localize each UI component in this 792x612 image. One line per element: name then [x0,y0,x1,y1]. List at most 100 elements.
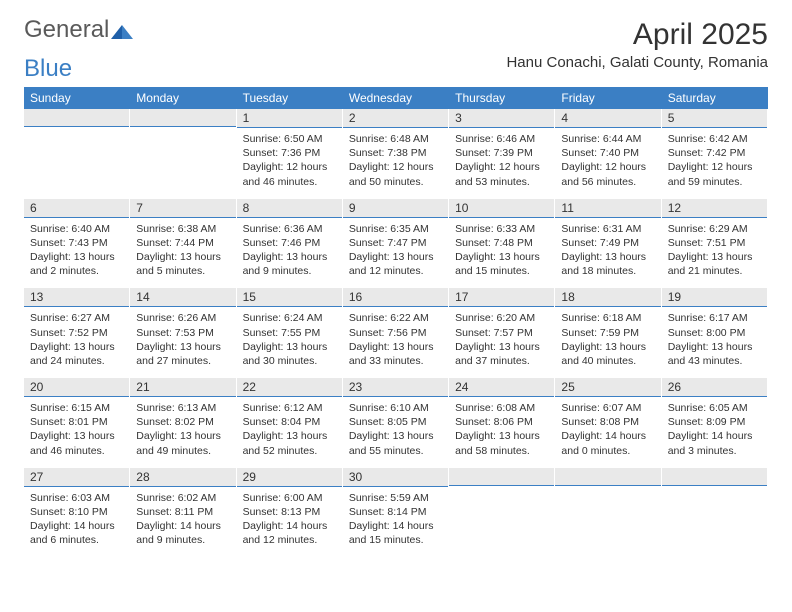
day-number: 16 [343,288,448,307]
day-sunrise: Sunrise: 6:13 AM [136,401,229,415]
day-sunrise: Sunrise: 6:46 AM [455,132,548,146]
day-cell: 13Sunrise: 6:27 AMSunset: 7:52 PMDayligh… [24,288,130,378]
day-body: Sunrise: 6:03 AMSunset: 8:10 PMDaylight:… [24,487,129,558]
day-sunset: Sunset: 7:42 PM [668,146,761,160]
day-daylight2: and 3 minutes. [668,444,761,458]
day-sunset: Sunset: 7:43 PM [30,236,123,250]
day-sunset: Sunset: 7:59 PM [561,326,654,340]
empty-day-bar [449,468,554,486]
day-sunset: Sunset: 7:47 PM [349,236,442,250]
day-header-friday: Friday [555,87,661,109]
day-number: 28 [130,468,235,487]
day-sunrise: Sunrise: 6:29 AM [668,222,761,236]
day-body: Sunrise: 6:44 AMSunset: 7:40 PMDaylight:… [555,128,660,199]
calendar-grid: Sunday Monday Tuesday Wednesday Thursday… [24,87,768,557]
month-title: April 2025 [506,18,768,52]
day-sunrise: Sunrise: 6:44 AM [561,132,654,146]
day-daylight1: Daylight: 13 hours [136,250,229,264]
day-sunrise: Sunrise: 6:26 AM [136,311,229,325]
week-row: 20Sunrise: 6:15 AMSunset: 8:01 PMDayligh… [24,378,768,468]
day-cell [662,468,768,558]
day-cell: 10Sunrise: 6:33 AMSunset: 7:48 PMDayligh… [449,199,555,289]
day-sunrise: Sunrise: 6:17 AM [668,311,761,325]
day-body: Sunrise: 6:50 AMSunset: 7:36 PMDaylight:… [237,128,342,199]
day-daylight2: and 15 minutes. [349,533,442,547]
day-daylight2: and 33 minutes. [349,354,442,368]
day-daylight1: Daylight: 14 hours [243,519,336,533]
day-daylight2: and 58 minutes. [455,444,548,458]
empty-day-body [662,486,767,548]
week-row: 27Sunrise: 6:03 AMSunset: 8:10 PMDayligh… [24,468,768,558]
empty-day-body [24,127,129,189]
day-number: 13 [24,288,129,307]
day-number: 23 [343,378,448,397]
day-sunrise: Sunrise: 6:48 AM [349,132,442,146]
day-body: Sunrise: 6:15 AMSunset: 8:01 PMDaylight:… [24,397,129,468]
day-number: 17 [449,288,554,307]
empty-day-body [449,486,554,548]
day-sunrise: Sunrise: 6:38 AM [136,222,229,236]
logo: General [24,18,133,42]
calendar-page: General April 2025 Hanu Conachi, Galati … [0,0,792,557]
day-cell: 18Sunrise: 6:18 AMSunset: 7:59 PMDayligh… [555,288,661,378]
day-body: Sunrise: 6:22 AMSunset: 7:56 PMDaylight:… [343,307,448,378]
day-daylight1: Daylight: 13 hours [30,340,123,354]
empty-day-bar [555,468,660,486]
day-cell [555,468,661,558]
day-number: 7 [130,199,235,218]
day-body: Sunrise: 6:24 AMSunset: 7:55 PMDaylight:… [237,307,342,378]
day-body: Sunrise: 6:18 AMSunset: 7:59 PMDaylight:… [555,307,660,378]
day-daylight1: Daylight: 13 hours [455,340,548,354]
title-block: April 2025 Hanu Conachi, Galati County, … [506,18,768,71]
day-daylight2: and 15 minutes. [455,264,548,278]
day-sunrise: Sunrise: 6:18 AM [561,311,654,325]
day-daylight2: and 43 minutes. [668,354,761,368]
day-number: 11 [555,199,660,218]
day-sunrise: Sunrise: 6:20 AM [455,311,548,325]
day-daylight2: and 40 minutes. [561,354,654,368]
day-daylight2: and 18 minutes. [561,264,654,278]
day-cell: 27Sunrise: 6:03 AMSunset: 8:10 PMDayligh… [24,468,130,558]
day-sunrise: Sunrise: 6:36 AM [243,222,336,236]
day-cell: 21Sunrise: 6:13 AMSunset: 8:02 PMDayligh… [130,378,236,468]
day-sunset: Sunset: 7:53 PM [136,326,229,340]
day-number: 10 [449,199,554,218]
day-body: Sunrise: 6:42 AMSunset: 7:42 PMDaylight:… [662,128,767,199]
day-daylight1: Daylight: 13 hours [561,340,654,354]
day-sunrise: Sunrise: 6:22 AM [349,311,442,325]
day-sunset: Sunset: 8:00 PM [668,326,761,340]
day-header-monday: Monday [130,87,236,109]
day-cell: 7Sunrise: 6:38 AMSunset: 7:44 PMDaylight… [130,199,236,289]
day-sunrise: Sunrise: 6:10 AM [349,401,442,415]
day-daylight1: Daylight: 13 hours [30,250,123,264]
day-number: 4 [555,109,660,128]
day-daylight2: and 46 minutes. [30,444,123,458]
day-header-thursday: Thursday [449,87,555,109]
day-body: Sunrise: 6:48 AMSunset: 7:38 PMDaylight:… [343,128,448,199]
day-body: Sunrise: 6:33 AMSunset: 7:48 PMDaylight:… [449,218,554,289]
day-body: Sunrise: 6:08 AMSunset: 8:06 PMDaylight:… [449,397,554,468]
day-cell: 30Sunrise: 5:59 AMSunset: 8:14 PMDayligh… [343,468,449,558]
day-daylight1: Daylight: 13 hours [668,250,761,264]
day-cell: 9Sunrise: 6:35 AMSunset: 7:47 PMDaylight… [343,199,449,289]
day-daylight1: Daylight: 14 hours [349,519,442,533]
day-sunset: Sunset: 7:49 PM [561,236,654,250]
day-sunset: Sunset: 8:11 PM [136,505,229,519]
day-sunrise: Sunrise: 6:08 AM [455,401,548,415]
week-row: 6Sunrise: 6:40 AMSunset: 7:43 PMDaylight… [24,199,768,289]
day-number: 15 [237,288,342,307]
day-sunset: Sunset: 8:05 PM [349,415,442,429]
day-daylight2: and 53 minutes. [455,175,548,189]
day-cell: 5Sunrise: 6:42 AMSunset: 7:42 PMDaylight… [662,109,768,199]
day-sunset: Sunset: 7:52 PM [30,326,123,340]
day-daylight2: and 12 minutes. [243,533,336,547]
day-daylight2: and 6 minutes. [30,533,123,547]
day-daylight1: Daylight: 13 hours [455,250,548,264]
day-body: Sunrise: 6:26 AMSunset: 7:53 PMDaylight:… [130,307,235,378]
day-sunset: Sunset: 8:04 PM [243,415,336,429]
day-daylight1: Daylight: 13 hours [30,429,123,443]
day-cell: 1Sunrise: 6:50 AMSunset: 7:36 PMDaylight… [237,109,343,199]
day-sunset: Sunset: 8:06 PM [455,415,548,429]
day-daylight2: and 46 minutes. [243,175,336,189]
day-cell: 23Sunrise: 6:10 AMSunset: 8:05 PMDayligh… [343,378,449,468]
